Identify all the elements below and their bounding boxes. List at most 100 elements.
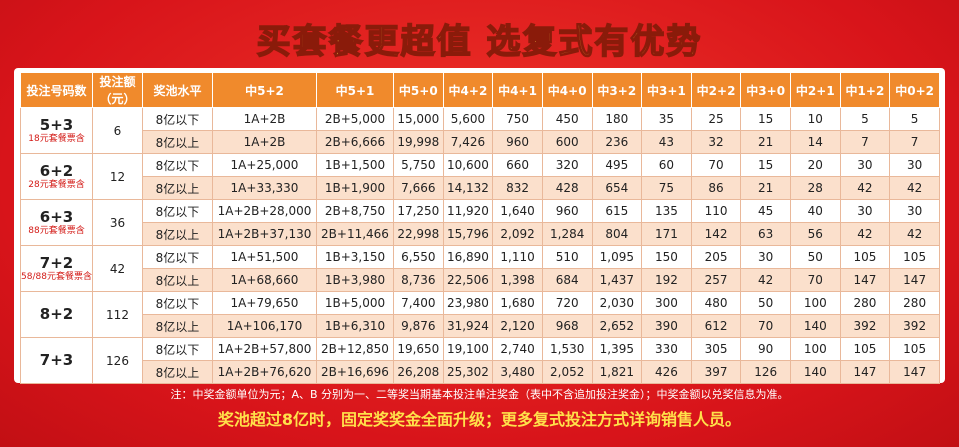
prize-cell: 21 xyxy=(740,130,791,154)
header-cell: 中2+2 xyxy=(690,72,742,108)
prize-cell: 9,876 xyxy=(393,314,444,338)
prize-cell: 2B+12,850 xyxy=(316,337,394,361)
level-cell: 8亿以下 xyxy=(142,337,213,361)
prize-cell: 1,110 xyxy=(492,245,543,269)
table-row: 6+3 88元套餐票含 36 8亿以下 1A+2B+28,000 2B+8,750 17,2… xyxy=(20,199,940,246)
prize-cell: 612 xyxy=(690,314,742,338)
prize-cell: 147 xyxy=(839,268,891,292)
prize-cell: 50 xyxy=(790,245,841,269)
prize-cell: 42 xyxy=(839,176,891,200)
prize-cell: 26,208 xyxy=(393,360,444,384)
header-cell: 中4+1 xyxy=(492,72,543,108)
package-note: 28元套餐票含 xyxy=(28,179,85,190)
prize-cell: 968 xyxy=(541,314,593,338)
prize-cell: 147 xyxy=(889,268,940,292)
bet-count: 7+2 xyxy=(39,253,74,272)
prize-cell: 30 xyxy=(740,245,791,269)
prize-cell: 654 xyxy=(591,176,643,200)
prize-table: 投注号码数 投注额（元） 奖池水平 中5+2 中5+1 中5+0 中4+2 中4+1 中4+0 中… xyxy=(20,72,940,384)
header-cell: 投注额（元） xyxy=(92,72,143,108)
prize-cell: 30 xyxy=(889,199,940,223)
prize-cell: 30 xyxy=(839,199,891,223)
prize-cell: 42 xyxy=(889,176,940,200)
prize-cell: 30 xyxy=(839,153,891,177)
prize-cell: 236 xyxy=(591,130,643,154)
prize-cell: 804 xyxy=(591,222,643,246)
prize-cell: 43 xyxy=(641,130,692,154)
prize-cell: 2B+5,000 xyxy=(316,107,394,131)
prize-cell: 2,740 xyxy=(492,337,543,361)
table-row: 8亿以上 1A+68,660 1B+3,980 8,736 22,506 1,398 684… xyxy=(21,268,940,292)
prize-cell: 1A+68,660 xyxy=(212,268,317,292)
bet-cell: 7+2 58/88元套餐票含 xyxy=(20,245,93,292)
prize-cell: 1,680 xyxy=(492,291,543,315)
header-cell: 中4+2 xyxy=(442,72,494,108)
amount-cell: 126 xyxy=(92,337,143,384)
prize-cell: 1B+6,310 xyxy=(316,314,394,338)
header-row: 投注号码数 投注额（元） 奖池水平 中5+2 中5+1 中5+0 中4+2 中4+1 中4+0 中… xyxy=(20,72,940,108)
prize-cell: 105 xyxy=(839,245,891,269)
prize-cell: 1A+25,000 xyxy=(212,153,317,177)
prize-cell: 1A+2B xyxy=(212,107,317,131)
level-cell: 8亿以下 xyxy=(142,107,213,131)
prize-cell: 100 xyxy=(790,337,841,361)
level-cell: 8亿以上 xyxy=(142,360,213,384)
table-row: 8+2 112 8亿以下 1A+79,650 1B+5,000 7,400 23,980 1,… xyxy=(20,291,940,338)
prize-cell: 7 xyxy=(889,130,940,154)
prize-cell: 5,600 xyxy=(442,107,494,131)
level-cell: 8亿以下 xyxy=(142,245,213,269)
prize-cell: 2,120 xyxy=(492,314,543,338)
prize-cell: 32 xyxy=(690,130,742,154)
prize-cell: 1,095 xyxy=(591,245,643,269)
level-cell: 8亿以下 xyxy=(142,199,213,223)
prize-cell: 450 xyxy=(541,107,593,131)
prize-cell: 15 xyxy=(740,107,791,131)
prize-cell: 1A+2B xyxy=(212,130,317,154)
amount-cell: 36 xyxy=(92,199,143,246)
prize-cell: 70 xyxy=(740,314,791,338)
bet-count: 8+2 xyxy=(39,305,74,323)
prize-cell: 720 xyxy=(541,291,593,315)
prize-cell: 392 xyxy=(839,314,891,338)
header-cell: 中2+1 xyxy=(790,72,841,108)
prize-cell: 42 xyxy=(839,222,891,246)
bet-cell: 6+2 28元套餐票含 xyxy=(20,153,93,200)
header-cell: 投注号码数 xyxy=(20,72,93,108)
prize-cell: 7,426 xyxy=(442,130,494,154)
note: 注：中奖金额单位为元；A、B 分别为一、二等奖当期基本投注单注奖金（表中不含追加… xyxy=(170,388,789,401)
level-cell: 8亿以上 xyxy=(142,130,213,154)
prize-cell: 60 xyxy=(641,153,692,177)
prize-cell: 330 xyxy=(641,337,692,361)
prize-cell: 1A+2B+76,620 xyxy=(212,360,317,384)
prize-cell: 1,284 xyxy=(541,222,593,246)
prize-cell: 100 xyxy=(790,291,841,315)
prize-cell: 40 xyxy=(790,199,841,223)
header-cell: 中0+2 xyxy=(889,72,940,108)
prize-cell: 63 xyxy=(740,222,791,246)
prize-cell: 25 xyxy=(690,107,742,131)
prize-cell: 86 xyxy=(690,176,742,200)
prize-cell: 14,132 xyxy=(442,176,494,200)
level-cell: 8亿以上 xyxy=(142,222,213,246)
header-cell: 中3+0 xyxy=(740,72,791,108)
prize-cell: 960 xyxy=(541,199,593,223)
prize-cell: 30 xyxy=(889,153,940,177)
prize-cell: 45 xyxy=(740,199,791,223)
prize-cell: 2,052 xyxy=(541,360,593,384)
package-note: 18元套餐票含 xyxy=(28,133,85,144)
prize-cell: 7,666 xyxy=(393,176,444,200)
package-note: 88元套餐票含 xyxy=(28,225,85,236)
prize-cell: 126 xyxy=(740,360,791,384)
prize-cell: 180 xyxy=(591,107,643,131)
prize-cell: 19,998 xyxy=(393,130,444,154)
prize-cell: 5 xyxy=(889,107,940,131)
prize-cell: 110 xyxy=(690,199,742,223)
prize-cell: 50 xyxy=(740,291,791,315)
prize-cell: 75 xyxy=(641,176,692,200)
prize-cell: 90 xyxy=(740,337,791,361)
prize-cell: 8,736 xyxy=(393,268,444,292)
table-row: 8亿以上 1A+2B 2B+6,666 19,998 7,426 960 600 236 43 3… xyxy=(21,130,940,154)
prize-cell: 150 xyxy=(641,245,692,269)
prize-cell: 1,530 xyxy=(541,337,593,361)
header-cell: 中1+2 xyxy=(839,72,891,108)
